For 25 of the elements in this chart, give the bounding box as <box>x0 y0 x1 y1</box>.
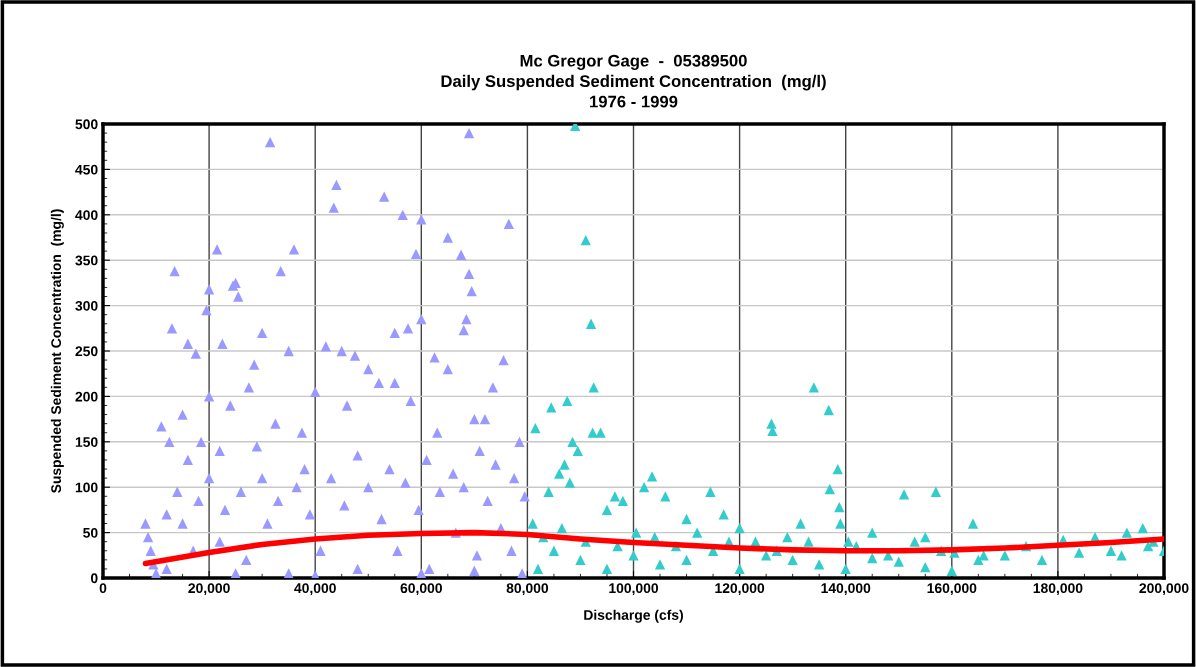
y-tick-label: 250 <box>75 346 98 357</box>
x-tick-label: 120,000 <box>715 583 765 596</box>
x-tick-label: 40,000 <box>294 583 336 596</box>
chart-title: Mc Gregor Gage - 05389500 Daily Suspended Sediment Concentration (mg/l) 1976 - 1999 <box>441 54 826 108</box>
x-tick-label: 160,000 <box>927 583 977 596</box>
y-tick-label: 400 <box>75 210 98 220</box>
y-tick-label: 350 <box>75 255 98 266</box>
x-tick-label: 200,000 <box>1139 583 1189 596</box>
y-tick-label: 100 <box>75 482 98 493</box>
y-tick-label: 50 <box>83 527 98 538</box>
x-tick-label: 20,000 <box>188 583 230 596</box>
y-tick-label: 450 <box>75 164 98 175</box>
y-tick-label: 200 <box>75 391 98 402</box>
x-tick-label: 60,000 <box>400 583 442 596</box>
x-axis-title: Discharge (cfs) <box>584 609 683 623</box>
y-tick-label: 0 <box>90 573 98 584</box>
y-axis-title: Suspended Sediment Concentration (mg/l) <box>50 209 64 493</box>
x-tick-label: 80,000 <box>506 583 549 596</box>
y-tick-label: 500 <box>75 119 98 130</box>
x-tick-label: 100,000 <box>609 583 659 596</box>
y-tick-label: 150 <box>75 437 98 447</box>
y-tick-label: 300 <box>75 300 98 311</box>
x-tick-label: 140,000 <box>821 583 871 596</box>
x-tick-label: 0 <box>99 583 107 594</box>
x-tick-label: 180,000 <box>1033 583 1083 596</box>
